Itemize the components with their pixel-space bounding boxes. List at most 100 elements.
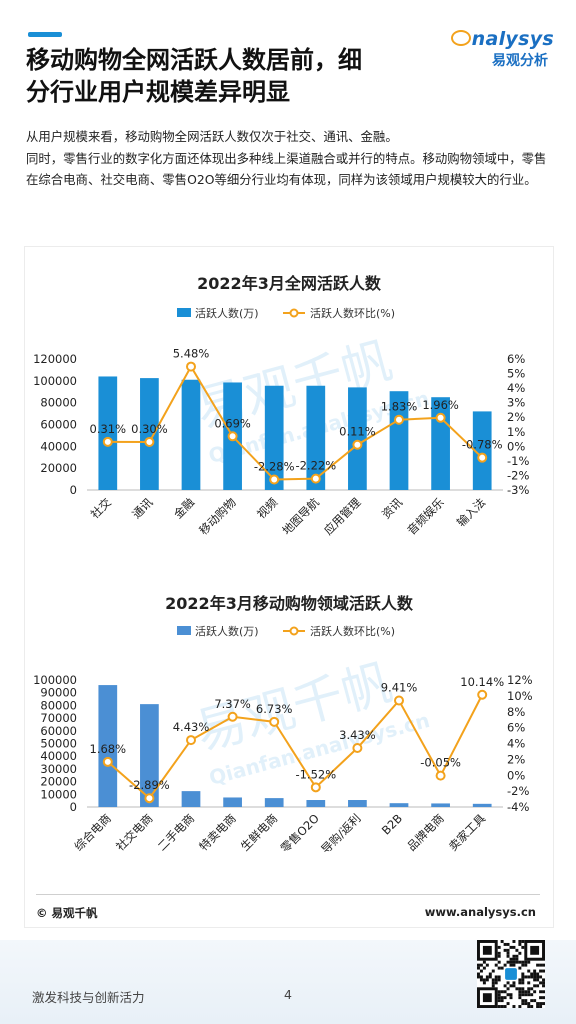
line-point — [477, 689, 488, 700]
y-right-tick-label: 2% — [507, 752, 525, 766]
x-tick-label: 输入法 — [454, 495, 488, 529]
legend-line-label: 活跃人数环比(%) — [310, 624, 395, 638]
y-left-tick-label: 30000 — [40, 762, 77, 776]
bar — [431, 397, 450, 490]
x-tick-label: 社交 — [88, 495, 115, 522]
y-right-tick-label: 6% — [507, 352, 525, 366]
bar — [223, 797, 242, 807]
y-left-tick-label: 70000 — [40, 711, 77, 725]
footer-divider — [36, 894, 540, 895]
data-label: -2.28% — [254, 460, 295, 474]
x-tick-label: 生鲜电商 — [238, 811, 280, 853]
x-tick-label: 音频娱乐 — [404, 495, 447, 538]
bar — [264, 798, 284, 807]
chart-legend: 活跃人数(万) 活跃人数环比(%) — [177, 624, 395, 638]
analysys-logo-icon — [450, 30, 471, 46]
line-point — [186, 735, 196, 746]
y-left-tick-label: 40000 — [40, 439, 77, 453]
data-label: -0.78% — [462, 438, 503, 452]
y-left-tick-label: 0 — [70, 483, 77, 497]
brand-name-cn: 易观分析 — [492, 53, 548, 69]
x-tick-label: 移动购物 — [196, 495, 238, 537]
x-tick-label: 卖家工具 — [446, 811, 489, 854]
y-right-tick-label: 0% — [507, 439, 525, 453]
x-tick-label: 二手电商 — [155, 811, 197, 853]
website-link[interactable]: www.analysys.cn — [424, 905, 536, 919]
x-tick-label: 综合电商 — [71, 811, 113, 853]
x-tick-label: 视频 — [254, 495, 281, 522]
line-point — [269, 474, 280, 485]
line-point — [435, 412, 446, 423]
bar — [98, 685, 118, 807]
line-point — [102, 756, 113, 767]
intro-paragraph-1: 从用户规模来看，移动购物全网活跃人数仅次于社交、通讯、金融。 — [26, 129, 398, 144]
x-tick-label: 零售O2O — [278, 811, 322, 855]
page-title-line2: 分行业用户规模差异明显 — [26, 78, 290, 106]
line-point — [352, 439, 363, 450]
chart-title: 2022年3月全网活跃人数 — [197, 274, 382, 293]
y-right-tick-label: 12% — [507, 673, 533, 687]
chart-legend: 活跃人数(万) 活跃人数环比(%) — [177, 306, 395, 320]
y-right-tick-label: 1% — [507, 425, 525, 439]
y-left-tick-label: 20000 — [40, 461, 77, 475]
page-number: 4 — [284, 987, 292, 1002]
x-tick-label: 社交电商 — [113, 811, 155, 853]
y-left-tick-label: 80000 — [40, 396, 77, 410]
x-tick-label: 资讯 — [379, 495, 406, 522]
series-line — [107, 694, 484, 800]
legend-line-marker — [289, 626, 299, 636]
line-point — [102, 436, 113, 447]
bar — [98, 376, 118, 490]
slogan-text: 激发科技与创新活力 — [32, 990, 145, 1005]
data-label: -2.89% — [129, 778, 170, 792]
y-left-tick-label: 0 — [70, 800, 77, 814]
bar — [181, 379, 201, 490]
bar — [348, 800, 367, 807]
x-tick-label: 导购/返利 — [318, 811, 363, 856]
legend-line-label: 活跃人数环比(%) — [310, 306, 395, 320]
line-point — [310, 782, 321, 793]
line-point — [394, 695, 404, 706]
bar — [306, 385, 326, 490]
data-label: 1.96% — [422, 398, 459, 412]
bar — [472, 803, 492, 807]
line-point — [435, 770, 446, 781]
data-label: 0.69% — [214, 416, 251, 430]
bar — [264, 385, 284, 490]
y-left-tick-label: 60000 — [40, 724, 77, 738]
line-point — [269, 716, 280, 727]
data-label: 6.73% — [256, 702, 293, 716]
line-point — [310, 473, 321, 484]
legend-bar-swatch — [177, 308, 191, 317]
y-left-tick-label: 40000 — [40, 749, 77, 763]
line-point — [144, 436, 155, 447]
bar — [389, 391, 409, 490]
line-point — [186, 361, 196, 372]
y-right-tick-label: 6% — [507, 721, 525, 735]
y-right-tick-label: -1% — [507, 454, 529, 468]
x-tick-label: B2B — [379, 811, 405, 837]
data-label: 5.48% — [173, 347, 210, 361]
bar — [389, 803, 409, 807]
bar — [472, 411, 492, 490]
bar — [431, 803, 450, 807]
data-label: 3.43% — [339, 728, 376, 742]
data-label: 0.31% — [90, 422, 127, 436]
data-label: 4.43% — [173, 720, 210, 734]
y-right-tick-label: 4% — [507, 737, 525, 751]
title-accent-bar — [28, 32, 62, 37]
y-left-tick-label: 10000 — [40, 787, 77, 801]
y-right-tick-label: 8% — [507, 705, 525, 719]
y-right-tick-label: 2% — [507, 410, 525, 424]
y-right-tick-label: 0% — [507, 768, 525, 782]
bar — [181, 791, 201, 807]
legend-line-marker — [289, 308, 299, 318]
line-point — [394, 414, 404, 425]
y-right-tick-label: -2% — [507, 784, 529, 798]
bar — [140, 378, 159, 490]
intro-text: 从用户规模来看，移动购物全网活跃人数仅次于社交、通讯、金融。 同时，零售行业的数… — [26, 126, 550, 191]
x-tick-label: 应用管理 — [321, 495, 364, 538]
data-label: -2.22% — [295, 459, 336, 473]
y-left-tick-label: 100000 — [33, 374, 77, 388]
